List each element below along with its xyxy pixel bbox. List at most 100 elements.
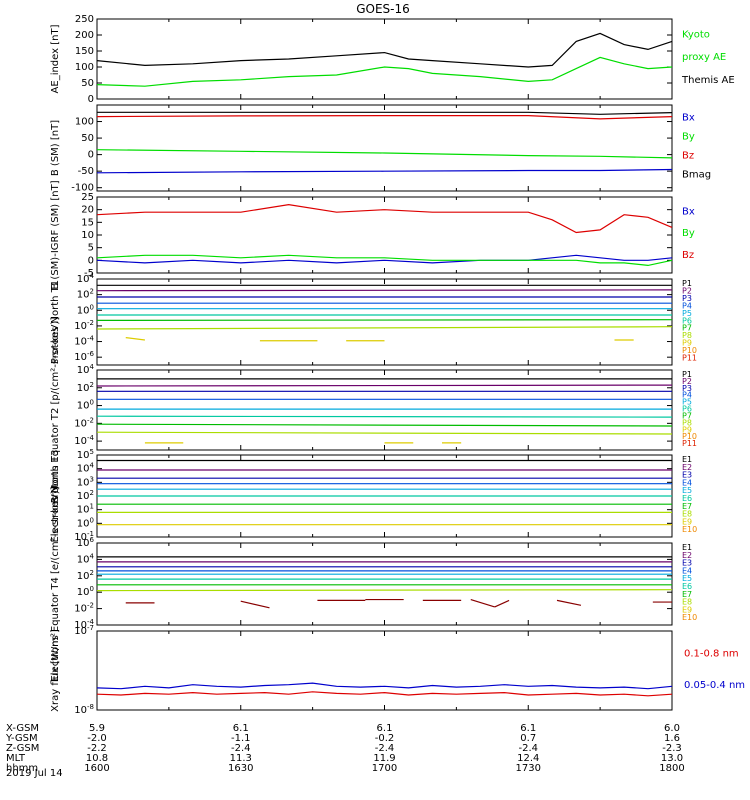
footer-value: 1600	[84, 763, 109, 774]
y-tick-label: 106	[77, 536, 95, 549]
legend-entry-e9: E9	[682, 605, 692, 614]
y-tick-label: 10-4	[74, 434, 94, 447]
y-tick-label: 20	[81, 205, 94, 216]
legend-entry: proxy AE	[682, 52, 726, 63]
legend-entry: Bz	[682, 151, 694, 162]
y-tick-label: 0	[88, 255, 94, 266]
legend-entry-p11: P11	[682, 354, 697, 363]
legend-entry-p9: P9	[682, 425, 692, 434]
y-tick-label: 10-2	[74, 602, 94, 615]
y-tick-label: 104	[77, 462, 95, 475]
footer-row-label: MLT	[6, 753, 26, 764]
y-tick-label: 0	[88, 94, 94, 105]
footer-value: 1800	[659, 763, 684, 774]
y-tick-label: 100	[77, 303, 94, 316]
legend-entry-e10: E10	[682, 525, 697, 534]
y-tick-label: -5	[84, 268, 94, 279]
y-tick-label: 0	[88, 150, 94, 161]
series-line-by	[96, 254, 673, 267]
date-label: 2019 Jul 14	[6, 768, 63, 779]
series-line-by	[96, 149, 673, 159]
footer-row-label: Y-GSM	[5, 733, 38, 744]
series-line-bz	[96, 114, 673, 120]
legend-entry-e2: E2	[682, 463, 692, 472]
footer-value: -2.4	[375, 743, 395, 754]
footer-value: -2.2	[87, 743, 107, 754]
legend-entry-p2: P2	[682, 286, 692, 295]
legend-entry-e6: E6	[682, 582, 692, 591]
y-tick-label: 10-4	[74, 335, 94, 348]
series-segment	[494, 599, 510, 608]
legend-entry-p4: P4	[682, 301, 692, 310]
footer-value: -2.3	[662, 743, 682, 754]
plot-title: GOES-16	[356, 2, 410, 16]
panel-frame	[96, 630, 673, 711]
y-tick-label: 100	[75, 117, 94, 128]
y-tick-label: 102	[77, 288, 94, 301]
legend-entry-p8: P8	[682, 331, 692, 340]
y-axis-label: B (SM) [nT]	[50, 120, 61, 176]
series-line-bx	[96, 168, 673, 174]
legend-entry-p9: P9	[682, 339, 692, 348]
y-tick-label: 250	[75, 14, 94, 25]
y-tick-label: 102	[77, 381, 94, 394]
footer-value: 11.3	[230, 753, 252, 764]
series-line-p8	[96, 326, 673, 330]
panel-8: 10-7 10-8 Xray flux [W/m²] 0.1-0.8 nm 0.05-0…	[50, 624, 745, 716]
legend-entry-p10: P10	[682, 432, 697, 441]
legend-entry-p5: P5	[682, 309, 692, 318]
legend-entry-e5: E5	[682, 486, 692, 495]
y-tick-label: 10-7	[74, 624, 94, 637]
legend-entry-e3: E3	[682, 471, 692, 480]
y-tick-label: 10-2	[74, 319, 94, 332]
y-tick-label: 10	[81, 230, 94, 241]
legend-entry: Kyoto	[682, 29, 710, 40]
footer-value: 0.7	[520, 733, 536, 744]
y-tick-label: 104	[77, 272, 95, 285]
series-segment	[125, 337, 145, 341]
legend-entry-e10: E10	[682, 613, 697, 622]
y-tick-label: 100	[75, 62, 94, 73]
legend-entry-e7: E7	[682, 502, 692, 511]
panel-frame	[96, 278, 673, 366]
legend-entry-e8: E8	[682, 598, 692, 607]
footer-value: 11.9	[373, 753, 395, 764]
legend-entry-p1: P1	[682, 370, 692, 379]
legend-entry-p5: P5	[682, 398, 692, 407]
y-tick-label: 100	[77, 585, 94, 598]
footer-value: 6.1	[520, 723, 536, 734]
y-tick-label: 200	[75, 30, 94, 41]
y-tick-label: 10-4	[74, 618, 94, 631]
series-segment	[240, 600, 270, 609]
legend-entry-e9: E9	[682, 517, 692, 526]
y-tick-label: 100	[77, 399, 94, 412]
y-tick-label: 105	[77, 448, 94, 461]
series-line-0-1-0-8-nm	[96, 691, 673, 697]
series-line-p6	[96, 415, 673, 418]
footer-value: -2.4	[518, 743, 538, 754]
y-axis-label: Xray flux [W/m²]	[50, 629, 61, 712]
panel-2: -100 -50 0 50 100 B (SM) [nT] Bx By Bz Bmag	[50, 104, 711, 194]
y-tick-label: 5	[88, 243, 94, 254]
footer-row-label: hhmm	[6, 763, 38, 774]
series-segment	[556, 599, 582, 606]
panel-frame	[96, 369, 673, 451]
legend-entry-p7: P7	[682, 411, 692, 420]
series-line-themis-ae	[96, 32, 673, 68]
panel-1: 0 50 100 150 200 250 AE_index [nT] Kyoto proxy A…	[50, 14, 735, 105]
footer-value: 6.0	[664, 723, 680, 734]
legend-entry-e2: E2	[682, 551, 692, 560]
footer-value: 1700	[372, 763, 397, 774]
legend-entry-e8: E8	[682, 510, 692, 519]
legend-entry-e6: E6	[682, 494, 692, 503]
y-tick-label: 25	[81, 192, 94, 203]
footer-row-label: X-GSM	[6, 723, 39, 734]
legend-entry-p8: P8	[682, 418, 692, 427]
footer-row-label: Z-GSM	[6, 743, 39, 754]
y-tick-label: 150	[75, 46, 94, 57]
series-line-bx	[96, 254, 673, 264]
legend-entry-e7: E7	[682, 590, 692, 599]
footer-value: -1.1	[231, 733, 251, 744]
